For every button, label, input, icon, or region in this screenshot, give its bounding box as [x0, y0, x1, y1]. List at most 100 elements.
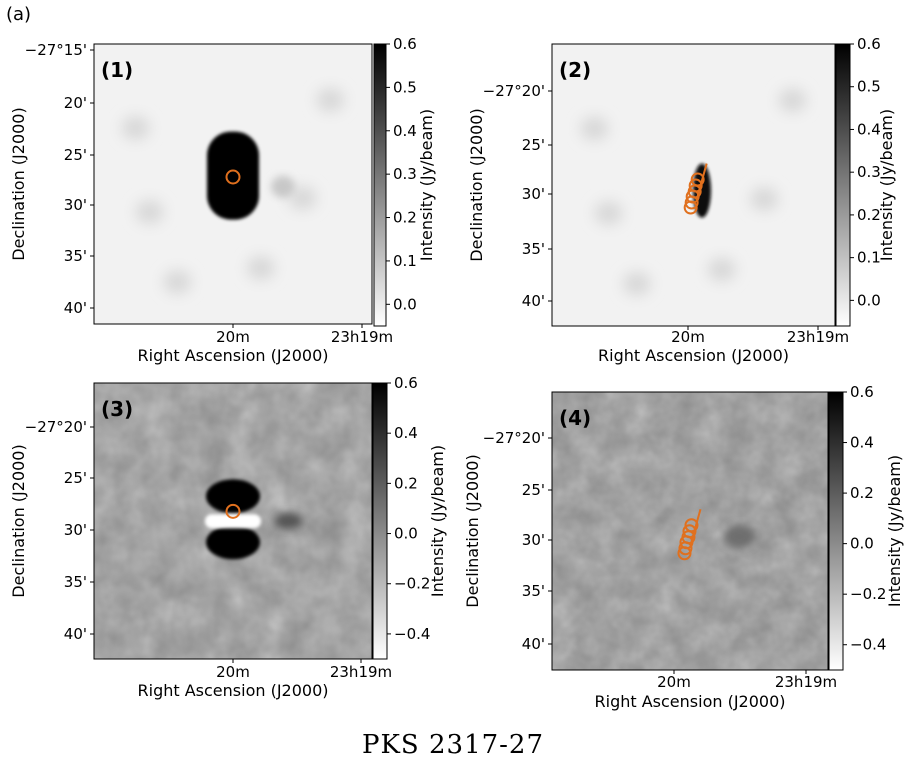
colorbar-tick-label: 0.3 — [857, 163, 881, 181]
noise-blob — [121, 116, 150, 140]
y-tick-label: 40' — [64, 299, 87, 317]
noise-blob — [580, 116, 609, 141]
x-tick-label: 23h19m — [775, 673, 837, 691]
secondary-blob — [274, 513, 303, 529]
colorbar-tick-label: 0.3 — [393, 165, 417, 183]
image-frame — [551, 391, 829, 671]
marker-line — [695, 163, 708, 200]
negative-trough — [205, 514, 261, 529]
colorbar-tick-label: −0.4 — [394, 625, 430, 643]
noise-blob — [163, 270, 192, 294]
y-tick-label: 20' — [64, 94, 87, 112]
marker-circle — [690, 172, 705, 187]
y-tick-label: 30' — [522, 185, 545, 203]
secondary-blob — [271, 175, 296, 198]
noise-blob — [594, 201, 623, 226]
x-axis-label: Right Ascension (J2000) — [138, 681, 329, 700]
panel-id: (3) — [101, 397, 133, 421]
x-tick-label: 20m — [216, 328, 250, 346]
x-axis-label: Right Ascension (J2000) — [138, 346, 329, 365]
colorbar-label: Intensity (Jy/beam) — [428, 445, 447, 597]
colorbar-tick-label: 0.5 — [857, 78, 881, 96]
source-lobe-north — [206, 479, 260, 514]
colorbar-tick-label: −0.2 — [394, 575, 430, 593]
colorbar-tick-label: 0.1 — [857, 249, 881, 267]
y-tick-label: 30' — [64, 196, 87, 214]
noise-blob — [622, 271, 651, 296]
y-tick-label: −27°20' — [483, 429, 545, 447]
x-tick-label: 20m — [657, 673, 691, 691]
colorbar-tick-label: 0.4 — [394, 424, 418, 442]
colorbar — [372, 382, 388, 660]
colorbar-tick-label: 0.6 — [394, 374, 418, 392]
x-tick-label: 23h19m — [787, 328, 849, 346]
y-tick-label: −27°20' — [25, 418, 87, 436]
source-markers — [677, 508, 702, 561]
noise-blob — [316, 88, 345, 112]
y-tick-label: −27°20' — [483, 82, 545, 100]
y-axis-label: Declination (J2000) — [467, 108, 486, 261]
figure-label: (a) — [6, 4, 32, 25]
colorbar-tick-label: −0.2 — [850, 585, 886, 603]
marker-line — [689, 508, 702, 546]
marker-circle — [225, 169, 241, 185]
colorbar-tick-label: 0.6 — [850, 383, 874, 401]
x-tick-label: 20m — [671, 328, 705, 346]
y-tick-label: 40' — [64, 625, 87, 643]
figure-caption: PKS 2317-27 — [361, 730, 545, 760]
y-tick-label: 35' — [522, 582, 545, 600]
y-axis-label: Declination (J2000) — [463, 454, 482, 607]
y-tick-label: 30' — [522, 531, 545, 549]
x-tick-label: 23h19m — [330, 663, 392, 681]
noise-blob — [778, 88, 807, 113]
colorbar-tick-label: 0.4 — [850, 434, 874, 452]
colorbar-tick-label: 0.0 — [850, 535, 874, 553]
colorbar-tick-label: 0.2 — [393, 209, 417, 227]
colorbar-tick-label: 0.2 — [850, 484, 874, 502]
y-tick-label: 40' — [522, 635, 545, 653]
colorbar-tick-label: 0.4 — [857, 120, 881, 138]
x-axis-label: Right Ascension (J2000) — [595, 692, 786, 711]
colorbar — [828, 391, 844, 671]
colorbar-label: Intensity (Jy/beam) — [885, 455, 904, 607]
y-tick-label: 35' — [64, 573, 87, 591]
noise-blob — [707, 257, 736, 282]
y-tick-label: 40' — [522, 292, 545, 310]
source-markers — [225, 503, 241, 519]
source-markers — [225, 169, 241, 185]
secondary-blob — [723, 524, 756, 549]
marker-circle — [688, 178, 703, 193]
panel-id: (2) — [559, 58, 591, 82]
y-tick-label: 30' — [64, 521, 87, 539]
image-frame — [551, 43, 836, 327]
panel-image-1 — [94, 44, 372, 324]
y-axis-label: Declination (J2000) — [9, 444, 28, 597]
y-tick-label: 25' — [64, 469, 87, 487]
noise-blob — [246, 256, 275, 280]
y-axis-label: Declination (J2000) — [9, 107, 28, 260]
y-tick-label: 25' — [522, 481, 545, 499]
x-axis-label: Right Ascension (J2000) — [598, 346, 789, 365]
panel-image-4 — [552, 392, 828, 670]
source-lobe-south — [206, 525, 260, 560]
x-tick-label: 20m — [216, 663, 250, 681]
colorbar-tick-label: 0.5 — [393, 78, 417, 96]
panel-image-3 — [94, 383, 372, 659]
source-markers — [683, 163, 708, 215]
y-tick-label: 35' — [522, 240, 545, 258]
colorbar-tick-label: 0.4 — [393, 122, 417, 140]
y-tick-label: 25' — [64, 146, 87, 164]
y-tick-label: 35' — [64, 247, 87, 265]
marker-circle — [684, 518, 699, 533]
colorbar-tick-label: 0.0 — [393, 295, 417, 313]
colorbar-tick-label: 0.1 — [393, 252, 417, 270]
colorbar-tick-label: 0.6 — [857, 35, 881, 53]
panel-id: (1) — [101, 58, 133, 82]
colorbar-tick-label: 0.6 — [393, 35, 417, 53]
colorbar — [373, 43, 387, 327]
y-tick-label: −27°15' — [25, 41, 87, 59]
